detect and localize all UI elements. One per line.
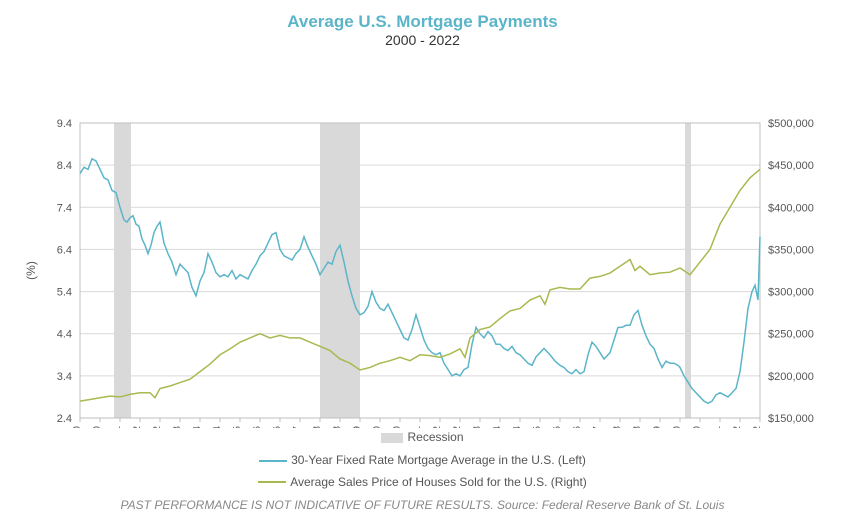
x-tick-label: Sep-14: [512, 426, 523, 428]
y-right-tick: $450,000: [768, 160, 814, 172]
recession-band: [685, 123, 691, 418]
x-tick-label: May-09: [352, 426, 363, 428]
x-tick-label: May-19: [652, 426, 663, 428]
x-tick-label: Jan-14: [492, 426, 503, 428]
y-right-tick: $400,000: [768, 202, 814, 214]
x-tick-label: Sep-20: [692, 426, 703, 428]
x-tick-label: Jan-02: [132, 426, 143, 428]
x-tick-label: Jan-18: [612, 426, 623, 428]
chart-title: Average U.S. Mortgage Payments: [0, 0, 845, 32]
y-left-tick: 4.4: [57, 329, 72, 341]
legend-item: Recession: [381, 428, 463, 447]
x-tick-label: Jan-08: [312, 426, 323, 428]
y-left-tick: 6.4: [57, 244, 72, 256]
x-tick-label: Jan-00: [72, 426, 83, 428]
y-left-tick: 2.4: [57, 413, 72, 425]
x-tick-label: May-13: [472, 426, 483, 428]
x-tick-label: Sep-06: [272, 426, 283, 428]
recession-band: [320, 123, 360, 418]
recession-band: [114, 123, 131, 418]
legend-item: 30-Year Fixed Rate Mortgage Average in t…: [259, 451, 586, 470]
legend-swatch: [259, 460, 287, 462]
chart-subtitle: 2000 - 2022: [0, 32, 845, 48]
x-tick-label: Sep-18: [632, 426, 643, 428]
legend-label: Average Sales Price of Houses Sold for t…: [290, 473, 587, 492]
footnote: PAST PERFORMANCE IS NOT INDICATIVE OF FU…: [0, 498, 845, 512]
y-left-tick: 7.4: [57, 202, 72, 214]
x-tick-label: Sep-16: [572, 426, 583, 428]
y-left-label: (%): [24, 261, 38, 280]
mortgage-chart: 2.4 3.4 4.4 5.4 6.4 7.4 8.4 9.4 $150,000 $200,000…: [0, 48, 845, 428]
legend-swatch: [258, 481, 286, 483]
y-right-tick: $250,000: [768, 329, 814, 341]
y-right-tick: $350,000: [768, 244, 814, 256]
series-line: [80, 159, 760, 403]
legend-label: 30-Year Fixed Rate Mortgage Average in t…: [291, 451, 586, 470]
y-right-tick: $200,000: [768, 371, 814, 383]
x-tick-label: May-15: [532, 426, 543, 428]
x-tick-label: Jan-16: [552, 426, 563, 428]
series-line: [80, 169, 760, 401]
legend: Recession 30-Year Fixed Rate Mortgage Ave…: [0, 428, 845, 492]
x-tick-label: May-07: [292, 426, 303, 428]
y-left-tick: 3.4: [57, 371, 72, 383]
x-tick-label: Sep-00: [92, 426, 103, 428]
y-left-tick: 5.4: [57, 287, 72, 299]
x-tick-label: Jan-22: [732, 426, 743, 428]
x-tick-label: May-21: [712, 426, 723, 428]
y-right-tick: $300,000: [768, 287, 814, 299]
y-right-tick: $150,000: [768, 413, 814, 425]
y-left-tick: 9.4: [57, 118, 72, 130]
y-right-tick: $500,000: [768, 118, 814, 130]
legend-swatch: [381, 433, 403, 443]
x-tick-label: Jan-20: [672, 426, 683, 428]
legend-item: Average Sales Price of Houses Sold for t…: [258, 473, 587, 492]
x-tick-label: Sep-08: [332, 426, 343, 428]
x-tick-label: May-03: [172, 426, 183, 428]
x-tick-label: Sep-22: [752, 426, 763, 428]
x-tick-label: Jan-04: [192, 426, 203, 428]
x-tick-label: May-17: [592, 426, 603, 428]
y-left-tick: 8.4: [57, 160, 72, 172]
x-tick-label: May-05: [232, 426, 243, 428]
legend-label: Recession: [407, 428, 463, 447]
x-tick-label: Sep-04: [212, 426, 223, 428]
x-tick-label: Jan-06: [252, 426, 263, 428]
x-tick-label: Sep-02: [152, 426, 163, 428]
x-tick-label: May-01: [112, 426, 123, 428]
